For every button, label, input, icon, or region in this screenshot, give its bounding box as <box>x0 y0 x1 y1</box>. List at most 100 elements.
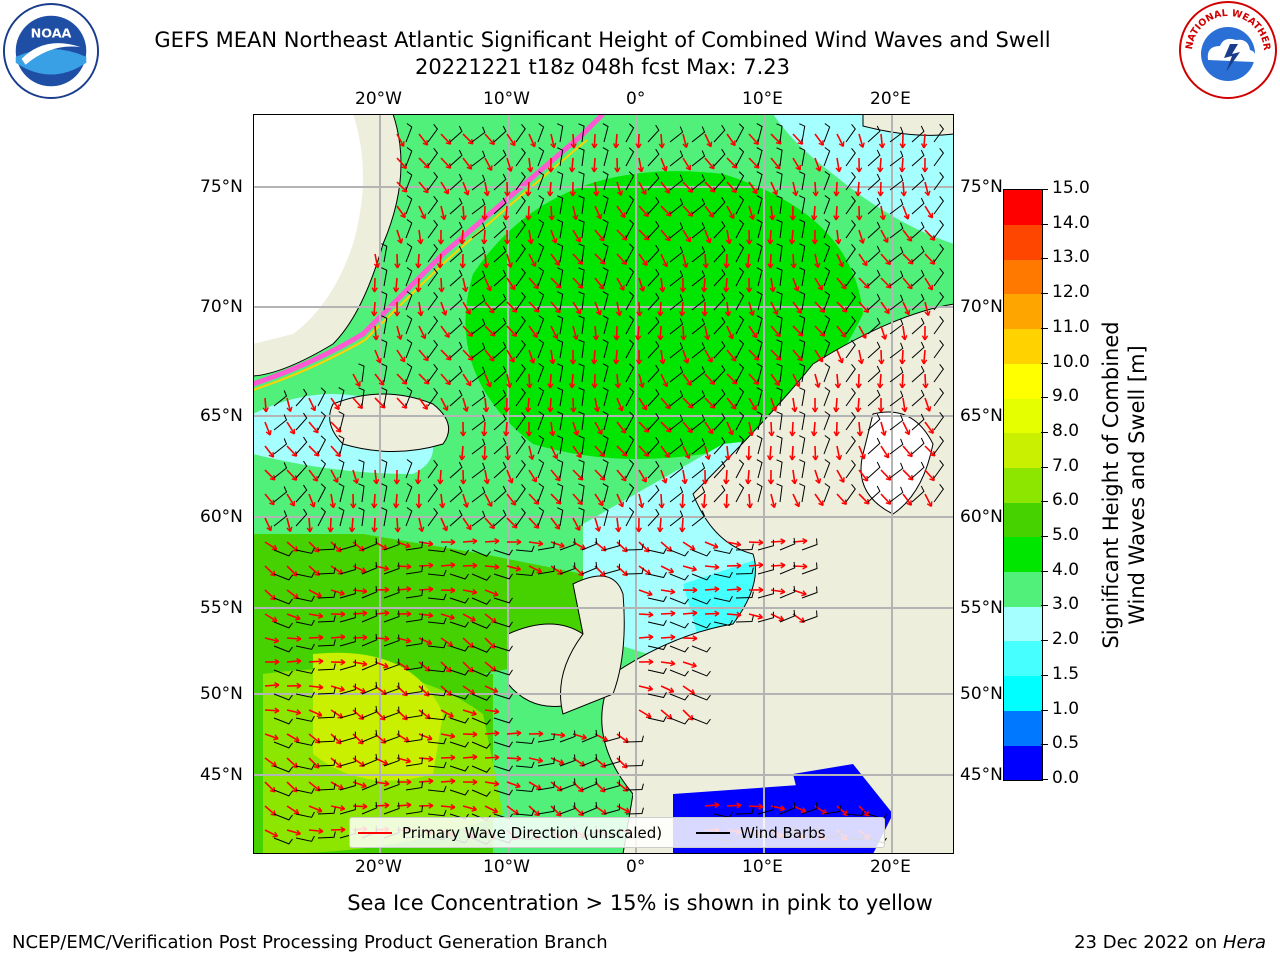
wave-direction-arrowhead <box>577 499 583 506</box>
wind-barb <box>647 172 660 191</box>
wind-barb <box>537 435 545 455</box>
wave-direction-arrow <box>594 229 605 242</box>
wind-barb <box>427 569 447 577</box>
wave-height-map[interactable] <box>253 114 954 854</box>
wave-direction-arrow <box>836 253 844 268</box>
wave-direction-arrowhead <box>467 666 474 673</box>
wind-barb <box>823 243 831 263</box>
wave-direction-arrowhead <box>361 782 367 789</box>
wave-direction-arrow <box>484 781 499 785</box>
wind-barb <box>691 549 711 557</box>
wave-direction-arrow <box>528 493 540 505</box>
wave-direction-arrowhead <box>779 588 786 595</box>
wave-direction-arrow <box>746 253 750 269</box>
colorbar-tick-mark <box>1041 397 1048 399</box>
wave-direction-arrowhead <box>515 565 522 572</box>
wave-direction-arrowhead <box>735 540 742 548</box>
wave-direction-arrowhead <box>878 359 885 365</box>
wave-direction-arrow <box>616 733 629 744</box>
wave-direction-arrowhead <box>486 165 493 171</box>
wave-direction-arrow <box>704 133 712 147</box>
wind-barb <box>381 459 388 479</box>
wave-direction-arrowhead <box>296 682 302 689</box>
wave-direction-arrowhead <box>921 335 929 341</box>
wind-barb <box>383 538 400 551</box>
wave-direction-arrowhead <box>596 213 603 220</box>
wave-direction-arrow <box>483 229 486 245</box>
wind-barb <box>295 667 315 674</box>
wave-direction-arrow <box>880 493 892 505</box>
wave-direction-arrow <box>858 469 869 482</box>
wave-direction-arrowhead <box>818 140 825 146</box>
wave-direction-arrowhead <box>352 478 360 484</box>
wave-direction-arrow <box>659 325 662 341</box>
wave-direction-arrowhead <box>481 239 488 245</box>
wave-direction-arrowhead <box>358 714 365 720</box>
wind-barb <box>911 365 925 383</box>
wave-direction-arrow <box>352 733 364 745</box>
wave-direction-arrow <box>308 541 320 553</box>
wave-direction-arrow <box>506 373 511 388</box>
wind-barb <box>449 549 469 556</box>
wind-barb <box>449 125 463 143</box>
wind-barb <box>669 294 684 311</box>
wave-direction-arrow <box>484 565 500 568</box>
wind-barb <box>799 459 806 479</box>
wind-barb <box>735 363 745 383</box>
wind-barb <box>625 339 635 359</box>
wind-barb <box>933 340 945 359</box>
wave-direction-arrow <box>748 349 760 361</box>
wave-direction-arrow <box>330 589 345 595</box>
wave-direction-arrowhead <box>318 634 324 641</box>
wave-direction-arrowhead <box>393 503 400 509</box>
wave-direction-arrowhead <box>339 804 346 812</box>
wind-barb <box>427 220 439 239</box>
wave-direction-arrow <box>614 133 618 149</box>
wave-direction-arrowhead <box>422 404 429 410</box>
wind-barb <box>889 318 904 335</box>
tick-bottom-0: 0° <box>626 857 646 877</box>
wave-direction-arrowhead <box>575 237 581 243</box>
wind-barb <box>515 147 526 167</box>
wind-barb <box>776 387 783 407</box>
wave-direction-arrow <box>308 805 323 813</box>
wave-direction-arrow <box>462 661 474 673</box>
wave-direction-arrowhead <box>752 188 758 195</box>
wave-direction-arrowhead <box>340 659 346 666</box>
wave-direction-arrow <box>462 325 474 337</box>
wave-direction-arrow <box>659 517 662 533</box>
wind-barb <box>405 243 413 263</box>
wave-direction-arrowhead <box>292 786 298 793</box>
wind-barb <box>537 339 545 359</box>
wave-direction-arrowhead <box>661 165 668 172</box>
wave-direction-arrow <box>726 588 742 591</box>
wave-direction-arrow <box>924 469 935 482</box>
wind-barb <box>911 269 925 287</box>
legend-wind-barbs-label: Wind Barbs <box>740 823 826 842</box>
wave-direction-arrowhead <box>516 729 522 737</box>
wind-barb <box>273 669 293 677</box>
wave-direction-arrowhead <box>428 612 434 619</box>
wind-barb <box>449 717 469 724</box>
wave-direction-arrowhead <box>450 538 456 546</box>
wave-direction-arrow <box>682 205 694 217</box>
colorbar-tick-label: 1.0 <box>1052 698 1080 719</box>
wind-barb <box>449 389 463 407</box>
wind-barb <box>405 123 413 143</box>
wind-barb <box>669 510 684 527</box>
wave-direction-arrowhead <box>581 733 587 740</box>
wave-direction-arrowhead <box>482 407 490 413</box>
map-panel[interactable]: Primary Wave Direction (unscaled) Wind B… <box>253 114 954 854</box>
wave-direction-arrowhead <box>289 500 296 507</box>
colorbar-tick-label: 2.0 <box>1052 629 1080 650</box>
tick-top-20w: 20°W <box>355 89 402 109</box>
wave-direction-arrow <box>418 588 434 591</box>
wind-barb <box>557 171 564 191</box>
wave-direction-arrow <box>418 661 431 672</box>
wind-barb <box>493 173 507 191</box>
wave-direction-arrowhead <box>854 191 862 197</box>
wind-barb <box>493 197 507 215</box>
wind-barb <box>295 547 315 554</box>
wave-direction-arrowhead <box>811 407 819 413</box>
wind-barb <box>471 246 486 263</box>
